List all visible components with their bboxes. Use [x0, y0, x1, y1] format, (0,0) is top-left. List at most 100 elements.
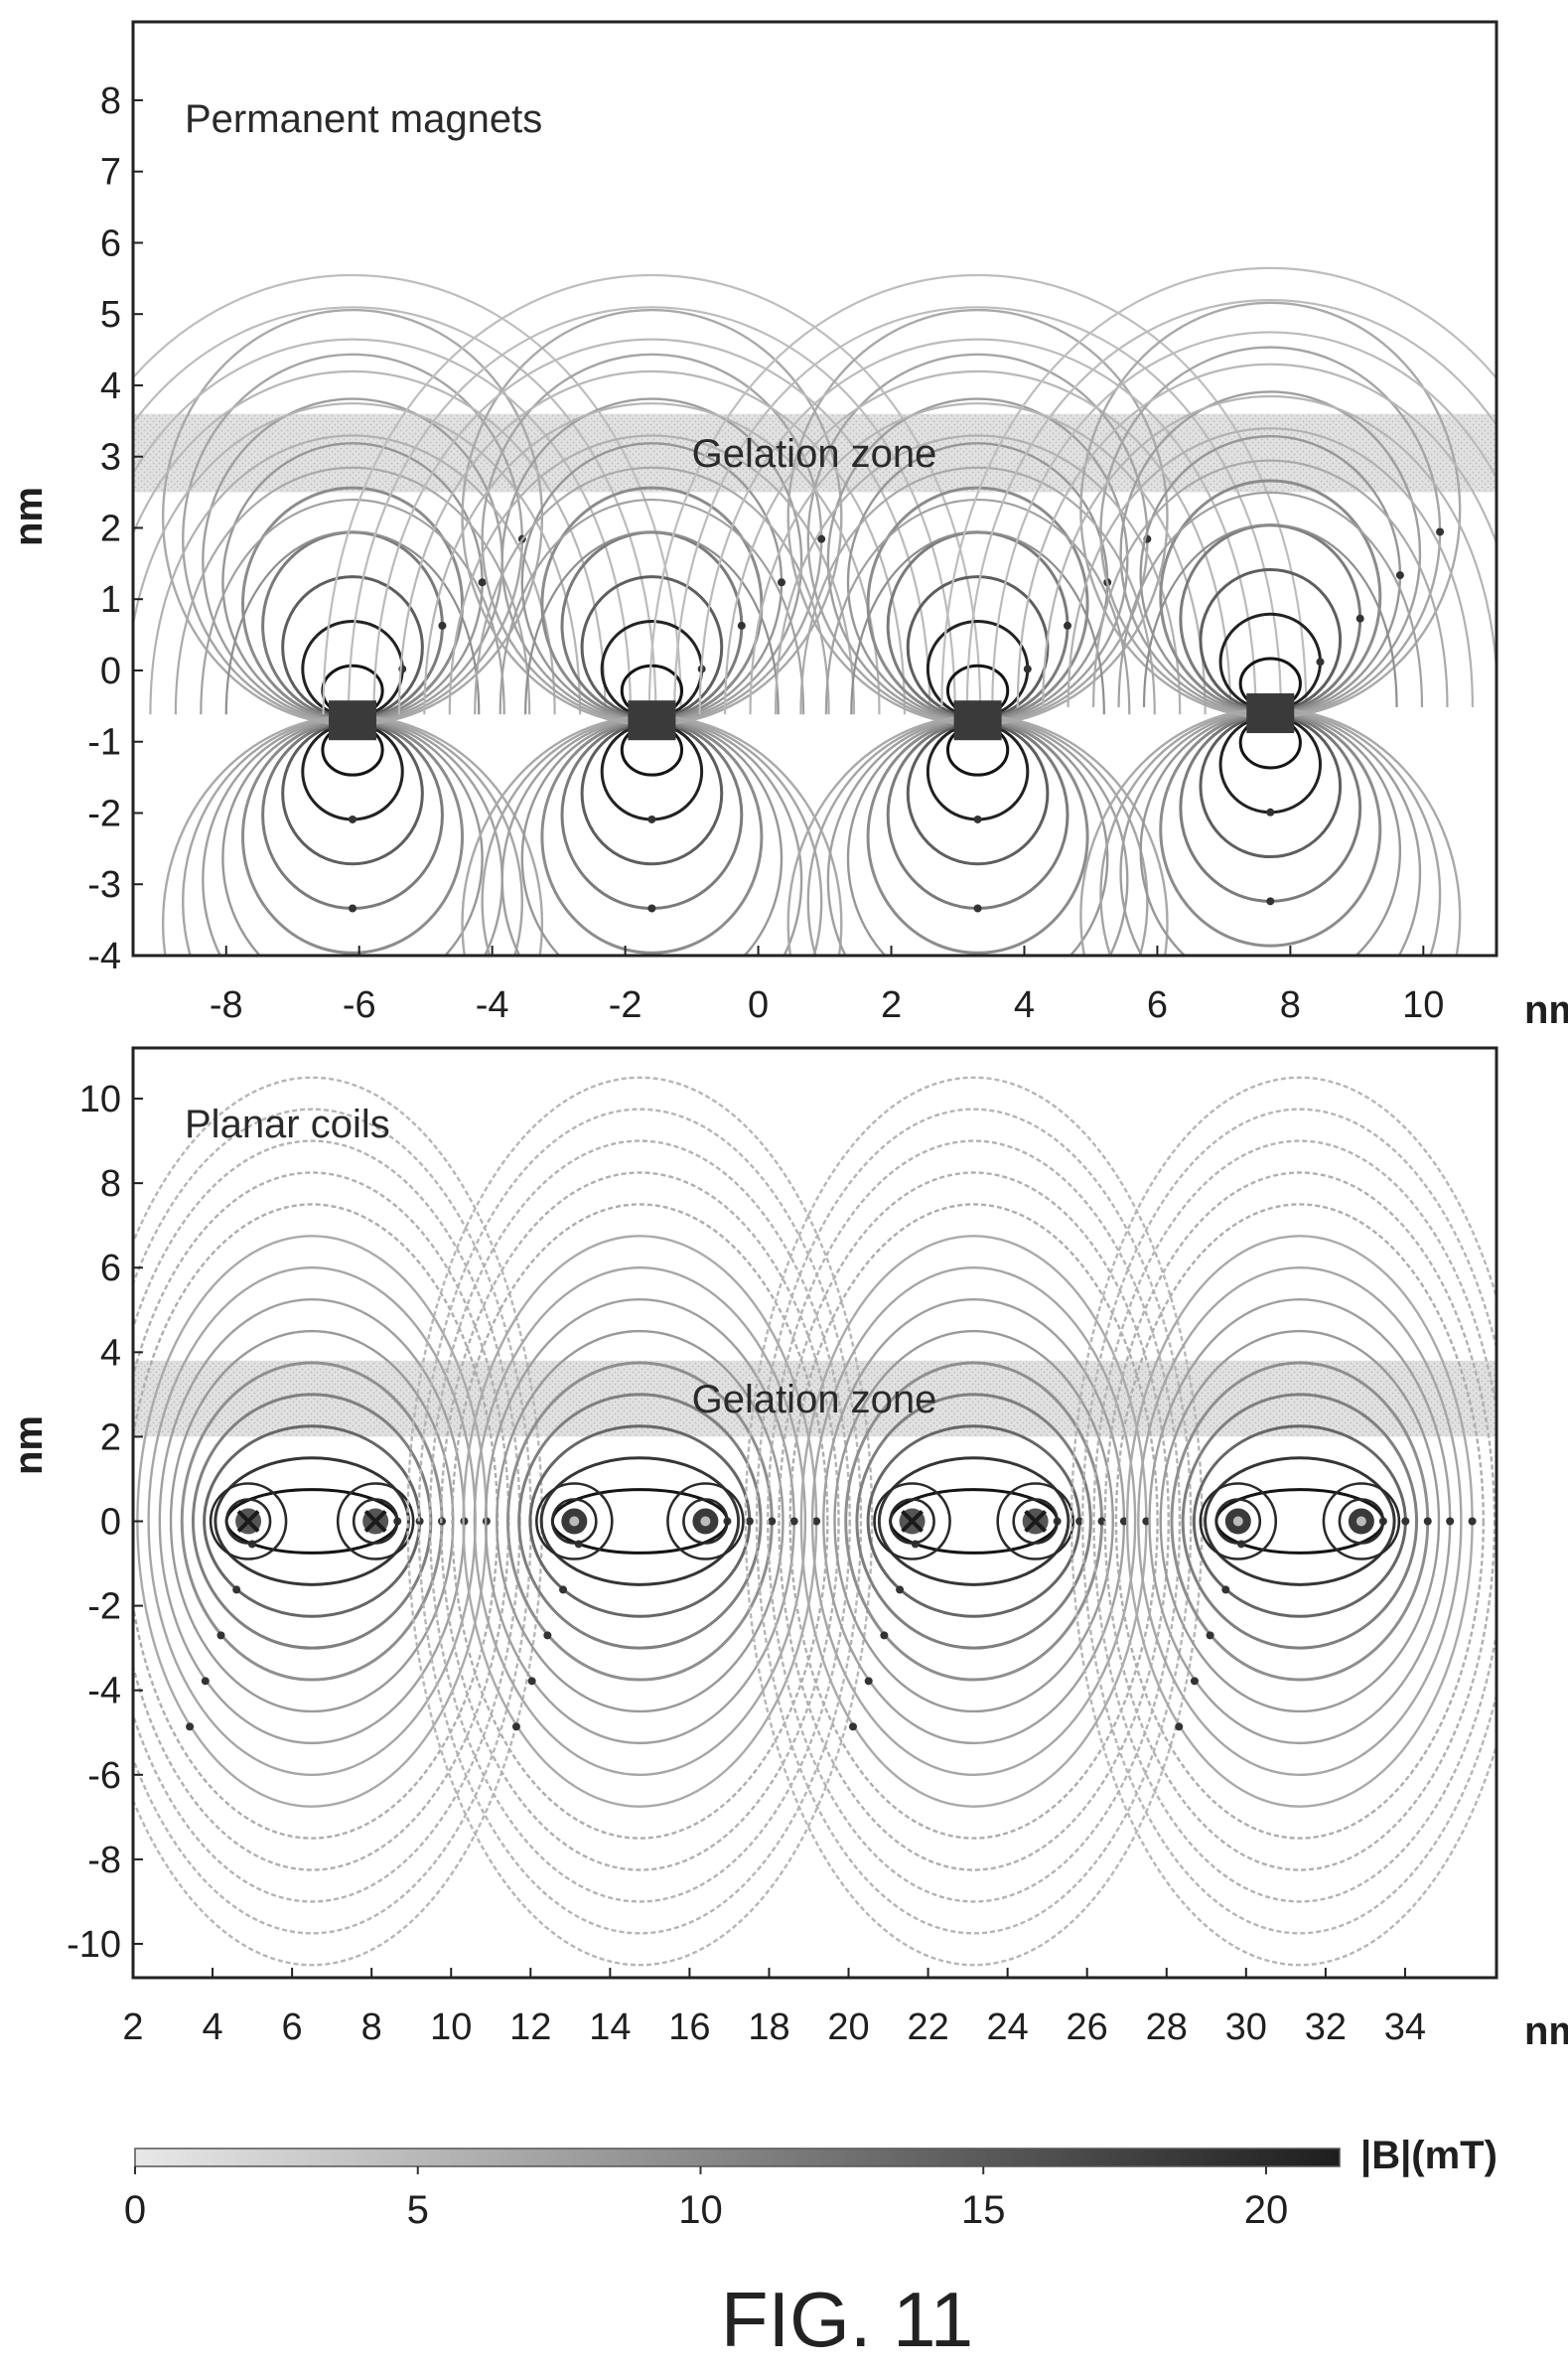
y-tick-label: -1: [87, 722, 121, 764]
y-tick-label: 5: [100, 294, 121, 336]
x-tick-label: 6: [282, 2006, 303, 2048]
field-line: [1142, 523, 1398, 708]
conductor-loop: [889, 1498, 935, 1545]
field-line: [417, 1108, 863, 1935]
field-line: [1117, 491, 1424, 708]
conductor-loop: [551, 1498, 598, 1545]
field-line: [1067, 427, 1474, 708]
conductor-loop: [535, 1482, 614, 1560]
y-tick-label: 6: [100, 1248, 121, 1289]
field-line: [524, 530, 780, 715]
field-line: [1016, 363, 1497, 708]
field-arrow: [880, 1631, 889, 1640]
conductor-loop: [996, 1482, 1074, 1560]
x-tick-label: 16: [668, 2006, 710, 2048]
field-arrow: [849, 1722, 858, 1731]
x-axis-ticks-bottom: 2 4 6 8 10 12 14 16 18 20 22 24 26 28 30 32 34: [122, 1968, 1426, 2048]
conductor-loop: [1338, 1498, 1385, 1545]
x-tick-label: -2: [609, 984, 642, 1026]
conductor-loop: [682, 1498, 729, 1545]
field-arrow: [973, 904, 982, 913]
y-tick-label: -4: [87, 936, 121, 977]
gelation-zone-label-top: Gelation zone: [692, 432, 937, 476]
field-arrow: [1064, 621, 1072, 630]
x-tick-label: -8: [210, 984, 243, 1026]
field-arrow: [745, 1517, 754, 1526]
field-unit-2: [406, 1076, 874, 1967]
field-arrow: [527, 1677, 536, 1686]
field-arrow: [647, 904, 656, 913]
x-tick-label: 4: [202, 2006, 222, 2048]
y-tick-label: -10: [67, 1924, 121, 1966]
field-line: [755, 1108, 1193, 1935]
field-arrow: [1355, 614, 1364, 623]
y-tick-label: 4: [100, 1332, 121, 1374]
field-line: [174, 466, 531, 715]
conductor-loop: [873, 1482, 951, 1560]
field-arrow: [1266, 808, 1275, 816]
field-line: [428, 1139, 851, 1903]
field-line: [397, 370, 907, 715]
field-line: [214, 1456, 410, 1586]
panel-title-top: Permanent magnets: [185, 97, 542, 141]
conductor-loop: [352, 1498, 399, 1545]
colorbar-tick-label: 5: [407, 2188, 429, 2232]
field-arrow: [201, 1677, 210, 1686]
x-axis-ticks-top: -8 -6 -4 -2 0 2 4 6 8 10: [210, 946, 1444, 1026]
field-line: [647, 274, 1308, 715]
field-line: [1092, 459, 1449, 708]
conductor-loop: [224, 1498, 272, 1545]
field-line: [423, 402, 881, 715]
cross-icon: [363, 1510, 387, 1533]
field-arrow: [478, 578, 487, 587]
field-line: [1042, 394, 1497, 708]
plot-frame-bottom: [131, 1046, 1498, 1980]
field-line: [448, 434, 856, 715]
field-arrow: [559, 1585, 568, 1594]
y-tick-label: -4: [87, 1671, 121, 1712]
colorbar-gradient: [134, 2148, 1341, 2167]
field-line: [406, 1076, 874, 1967]
field-line: [517, 1393, 763, 1650]
y-axis-unit-top: nm: [7, 487, 51, 546]
x-tick-label: 2: [122, 2006, 143, 2048]
field-line: [824, 498, 1131, 715]
field-arrow: [1075, 1517, 1084, 1526]
field-line: [767, 1139, 1182, 1903]
x-tick-label: 30: [1225, 2006, 1267, 2048]
field-arrow: [812, 1517, 821, 1526]
field-line: [496, 1329, 784, 1713]
x-tick-label: 18: [748, 2006, 789, 2048]
dot-icon: [1355, 1516, 1366, 1527]
field-lines-bottom: [133, 1048, 1497, 1978]
x-tick-label: 2: [881, 984, 902, 1026]
colorbar-ticks: 0 5 10 15 20: [124, 2166, 1288, 2232]
y-tick-label: -3: [87, 864, 121, 906]
gelation-zone-label-bottom: Gelation zone: [692, 1378, 937, 1421]
conductor-loop: [209, 1482, 288, 1560]
field-arrow: [1266, 986, 1274, 994]
field-arrow: [864, 1677, 873, 1686]
field-arrow: [1423, 1517, 1432, 1526]
colorbar-tick-label: 15: [961, 2188, 1006, 2232]
field-line: [499, 498, 805, 715]
magnet-block: [329, 700, 377, 741]
x-tick-label: 0: [748, 984, 769, 1026]
x-tick-label: 20: [827, 2006, 869, 2048]
field-line: [744, 1076, 1204, 1967]
colorbar-tick-label: 20: [1244, 2188, 1289, 2232]
x-tick-label: 22: [907, 2006, 948, 2048]
panel-permanent-magnets: Permanent magnets Gelation zone -8 -6 -4 -2…: [7, 20, 1568, 1032]
field-arrow: [186, 1722, 195, 1731]
field-arrow: [1446, 1517, 1455, 1526]
field-arrow: [778, 578, 786, 587]
y-tick-label: 2: [100, 1416, 121, 1458]
y-tick-label: -8: [87, 1840, 121, 1881]
x-tick-label: 32: [1305, 2006, 1347, 2048]
field-line: [1114, 1203, 1485, 1840]
field-arrow: [216, 1631, 225, 1640]
field-arrow: [511, 1722, 520, 1731]
y-tick-label: 10: [79, 1079, 121, 1120]
field-line: [133, 306, 657, 715]
x-axis-unit-top: nm: [1524, 988, 1568, 1032]
